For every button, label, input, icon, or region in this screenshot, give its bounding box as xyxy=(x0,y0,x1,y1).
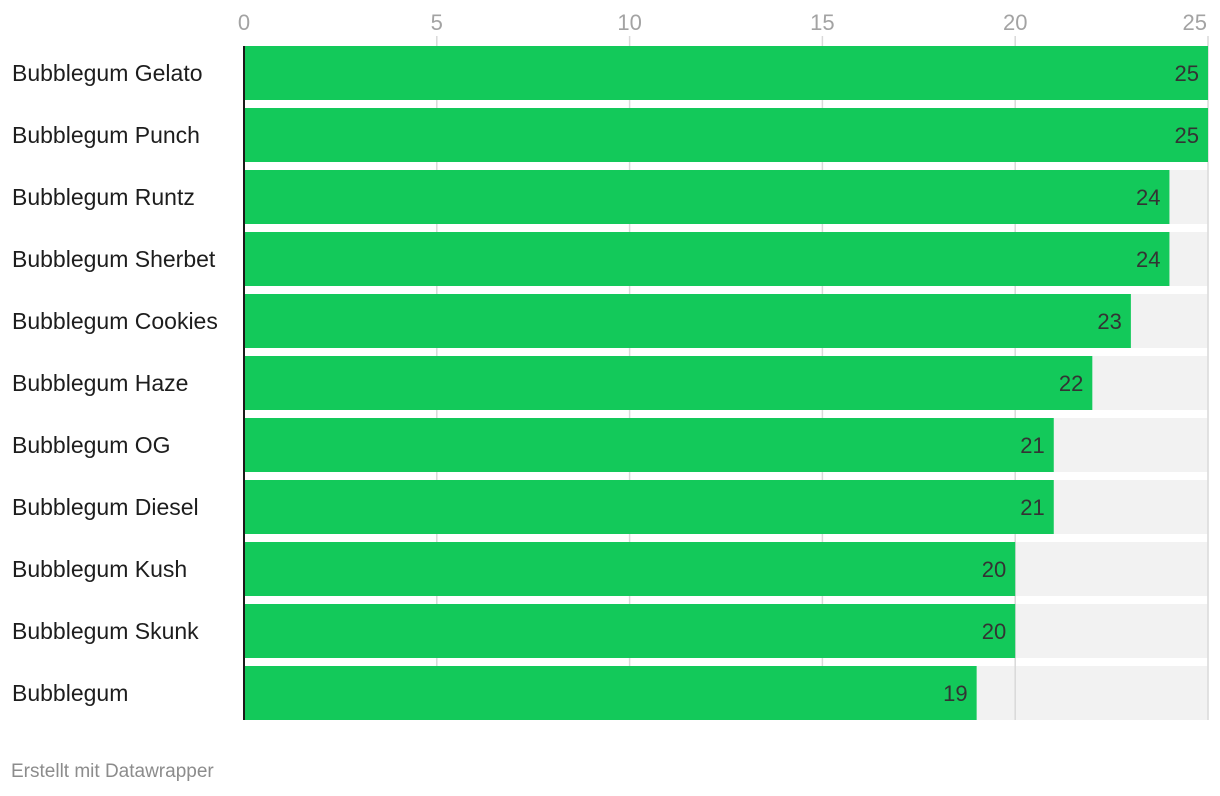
category-label: Bubblegum Punch xyxy=(12,122,200,148)
value-label: 23 xyxy=(1097,309,1121,334)
value-label: 21 xyxy=(1020,495,1044,520)
bar xyxy=(244,418,1054,472)
category-label: Bubblegum OG xyxy=(12,432,171,458)
category-label-layer: Bubblegum Gelato Bubblegum Punch Bubblegum… xyxy=(12,60,218,706)
value-label: 20 xyxy=(982,557,1006,582)
x-tick-label: 15 xyxy=(810,10,834,35)
bar xyxy=(244,666,977,720)
category-label: Bubblegum Sherbet xyxy=(12,246,216,272)
category-label: Bubblegum Cookies xyxy=(12,308,218,334)
value-label: 25 xyxy=(1175,61,1199,86)
bar xyxy=(244,356,1093,410)
bar xyxy=(244,46,1208,100)
bar xyxy=(244,542,1016,596)
category-label: Bubblegum Gelato xyxy=(12,60,203,86)
x-tick-label: 10 xyxy=(617,10,641,35)
tick-label-layer: 0 5 10 15 20 25 xyxy=(238,10,1207,35)
credit-footer: Erstellt mit Datawrapper xyxy=(11,761,214,782)
bar xyxy=(244,294,1131,348)
category-label: Bubblegum Kush xyxy=(12,556,187,582)
bar xyxy=(244,170,1170,224)
x-tick-label: 0 xyxy=(238,10,250,35)
value-label-layer: 25 25 24 24 23 22 21 21 20 20 19 xyxy=(943,61,1199,706)
value-label: 24 xyxy=(1136,247,1160,272)
value-label: 21 xyxy=(1020,433,1044,458)
value-label: 24 xyxy=(1136,185,1160,210)
bar xyxy=(244,480,1054,534)
x-tick-label: 20 xyxy=(1003,10,1027,35)
value-label: 25 xyxy=(1175,123,1199,148)
value-label: 22 xyxy=(1059,371,1083,396)
value-label: 20 xyxy=(982,619,1006,644)
category-label: Bubblegum Haze xyxy=(12,370,188,396)
category-label: Bubblegum Skunk xyxy=(12,618,199,644)
x-tick-label: 5 xyxy=(431,10,443,35)
bar xyxy=(244,108,1208,162)
bar xyxy=(244,604,1016,658)
x-tick-label: 25 xyxy=(1183,10,1207,35)
category-label: Bubblegum Runtz xyxy=(12,184,195,210)
value-label: 19 xyxy=(943,681,967,706)
bar-layer xyxy=(244,46,1208,720)
bar xyxy=(244,232,1170,286)
category-label: Bubblegum Diesel xyxy=(12,494,199,520)
category-label: Bubblegum xyxy=(12,680,128,706)
